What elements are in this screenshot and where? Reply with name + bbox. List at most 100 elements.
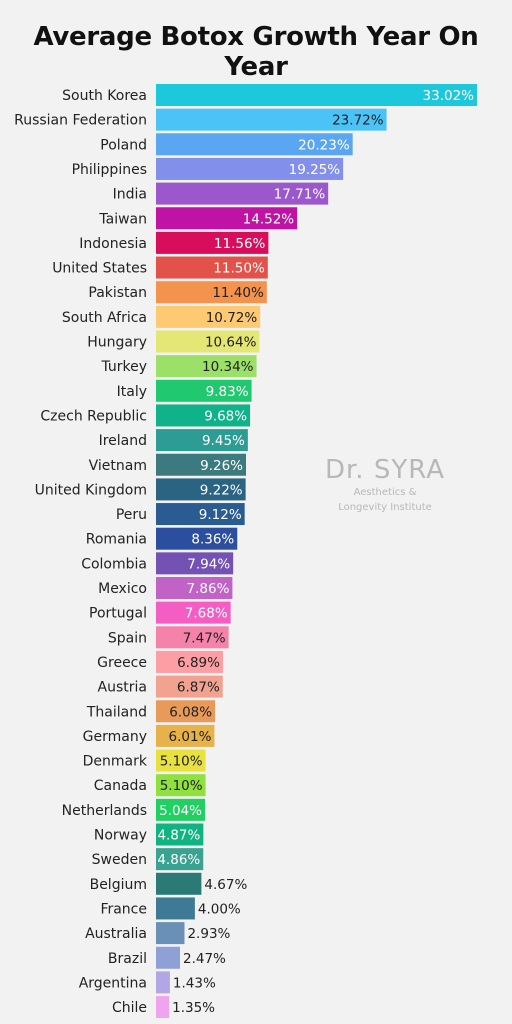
value-label: 4.67% [204, 877, 247, 893]
value-label: 6.01% [169, 729, 212, 745]
bar [156, 305, 261, 328]
value-label: 10.34% [202, 359, 254, 375]
bar [156, 379, 252, 402]
value-label: 7.68% [185, 606, 228, 622]
value-label: 8.36% [191, 532, 234, 548]
value-label: 23.72% [332, 113, 384, 129]
category-label: South Africa [62, 310, 147, 326]
bar [156, 798, 205, 821]
category-label: United States [52, 261, 147, 277]
watermark-tagline-1: Aesthetics & [353, 487, 417, 498]
category-label: India [113, 187, 147, 203]
category-label: Austria [98, 680, 147, 696]
bar [156, 650, 223, 673]
bar [156, 897, 195, 920]
category-label: Russian Federation [14, 113, 147, 129]
value-label: 5.04% [159, 803, 202, 819]
bar [156, 453, 247, 476]
bar [156, 577, 233, 599]
value-label: 6.87% [177, 680, 220, 696]
category-label: Canada [94, 778, 147, 794]
watermark-logo: Dr. SYRA Aesthetics & Longevity Institut… [310, 455, 460, 515]
value-label: 6.08% [169, 704, 212, 720]
value-label: 9.83% [206, 384, 249, 400]
bar [156, 182, 329, 205]
bar [156, 774, 206, 797]
category-label: Peru [116, 507, 147, 523]
category-label: Poland [100, 137, 147, 153]
value-label: 14.52% [243, 211, 295, 227]
category-label: Pakistan [88, 285, 147, 301]
category-label: Mexico [98, 581, 147, 597]
bar [156, 231, 269, 254]
value-label: 11.56% [214, 236, 266, 252]
category-label: Thailand [86, 704, 147, 720]
bar [156, 996, 170, 1019]
category-label: United Kingdom [35, 482, 147, 498]
value-label: 7.94% [187, 556, 230, 572]
value-label: 7.47% [183, 630, 226, 646]
value-label: 9.22% [200, 482, 243, 498]
category-label: Chile [112, 1000, 147, 1016]
category-label: Italy [117, 384, 147, 400]
bar [156, 601, 231, 624]
bar [156, 503, 245, 526]
value-label: 4.87% [157, 828, 200, 844]
category-label: France [100, 901, 147, 917]
bar [156, 946, 181, 969]
bar [156, 281, 267, 304]
category-label: Netherlands [62, 803, 147, 819]
category-label: Argentina [79, 975, 147, 991]
category-label: Romania [86, 532, 147, 548]
value-label: 9.45% [202, 433, 245, 449]
bar [156, 700, 216, 723]
value-label: 9.26% [200, 458, 243, 474]
value-label: 33.02% [423, 88, 475, 104]
value-label: 10.64% [205, 335, 257, 351]
bar [156, 922, 185, 945]
value-label: 17.71% [274, 187, 326, 203]
category-label: Greece [97, 655, 147, 671]
category-label: Turkey [100, 359, 147, 375]
bar [156, 872, 202, 895]
bar [156, 256, 268, 279]
bar [156, 157, 344, 180]
value-label: 5.10% [160, 778, 203, 794]
value-label: 4.86% [157, 852, 200, 868]
bar [156, 108, 387, 131]
value-label: 5.10% [160, 754, 203, 770]
value-label: 10.72% [206, 310, 258, 326]
value-label: 7.86% [187, 581, 230, 597]
category-label: Indonesia [79, 236, 147, 252]
bar [156, 133, 353, 156]
bar [156, 749, 206, 772]
category-label: Norway [94, 828, 147, 844]
value-label: 9.68% [204, 408, 247, 424]
bar [156, 404, 251, 427]
value-label: 1.35% [172, 1000, 215, 1016]
bar [156, 552, 234, 575]
watermark-brand: Dr. SYRA [324, 455, 446, 485]
chart-title: Average Botox Growth Year On Year [33, 22, 479, 82]
bar [156, 848, 204, 871]
bar [156, 84, 477, 106]
value-label: 20.23% [298, 137, 350, 153]
category-label: Vietnam [89, 458, 147, 474]
bar [156, 330, 260, 353]
value-label: 11.50% [213, 261, 265, 277]
category-label: Philippines [72, 162, 147, 178]
category-label: Belgium [90, 877, 147, 893]
category-label: Spain [108, 630, 147, 646]
category-label: Germany [83, 729, 147, 745]
bar [156, 527, 238, 550]
category-label: Australia [85, 926, 147, 942]
category-label: Brazil [108, 951, 147, 967]
bar [156, 626, 229, 649]
value-label: 11.40% [212, 285, 264, 301]
value-label: 2.47% [183, 951, 226, 967]
value-label: 4.00% [198, 901, 241, 917]
watermark-tagline-2: Longevity Institute [338, 502, 432, 513]
category-label: Ireland [99, 433, 147, 449]
value-label: 1.43% [173, 975, 216, 991]
